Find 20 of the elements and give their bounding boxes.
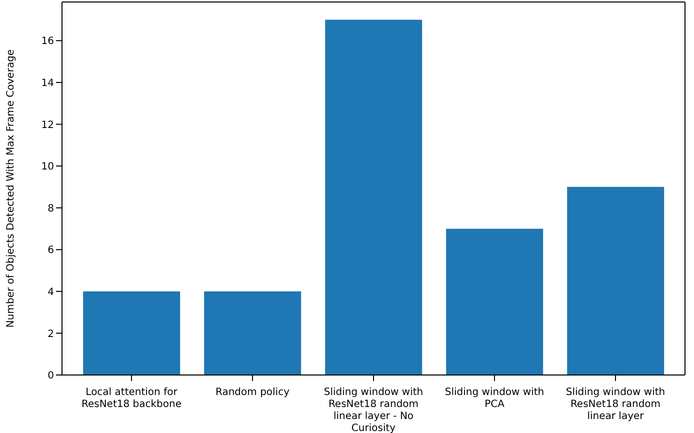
x-tick-label: Sliding window with PCA [444, 387, 544, 410]
y-axis-title: Number of Objects Detected With Max Frame Coverage [6, 49, 17, 328]
y-tick-label: 12 [41, 120, 54, 131]
y-tick-label: 2 [48, 328, 54, 340]
bar [446, 228, 544, 375]
y-tick-label: 4 [48, 286, 54, 298]
x-tick-label: Sliding window with ResNet18 random linear layer - No Curiosity [324, 387, 424, 433]
x-tick-label: Random policy [215, 387, 290, 398]
y-tick-label: 16 [41, 36, 54, 48]
y-tick-label: 14 [41, 78, 54, 89]
x-tick-label: Local attention for ResNet18 backbone [81, 387, 182, 410]
y-tick-label: 6 [48, 245, 54, 256]
x-tick-label: Sliding window with ResNet18 random linear layer [566, 387, 666, 422]
y-tick-label: 10 [41, 162, 54, 173]
bar [83, 291, 180, 375]
bar [204, 291, 302, 375]
y-tick-label: 8 [48, 203, 54, 214]
bar [567, 186, 664, 375]
bar [325, 20, 422, 375]
y-tick-label: 0 [48, 370, 54, 382]
